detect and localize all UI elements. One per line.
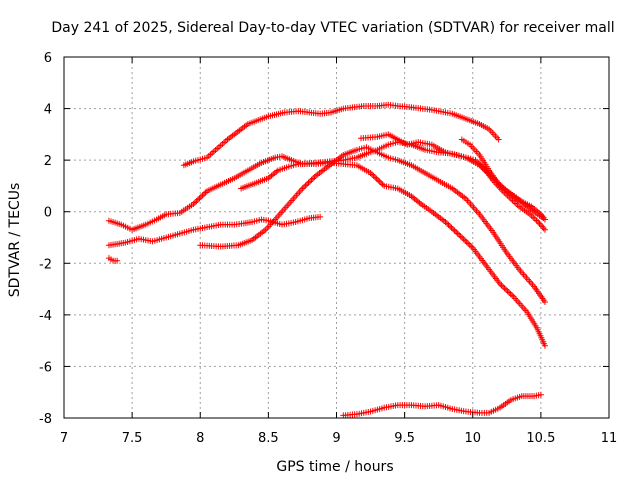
series-track-3 (105, 153, 548, 349)
series-track-7 (458, 136, 548, 223)
y-tick-label: 2 (44, 154, 52, 169)
x-tick-label: 9.5 (394, 431, 415, 446)
x-tick-label: 7.5 (122, 431, 143, 446)
data-point (537, 391, 544, 398)
data-point (541, 226, 548, 233)
series-track-6 (358, 131, 548, 223)
x-axis-label: GPS time / hours (276, 459, 393, 475)
chart-title: Day 241 of 2025, Sidereal Day-to-day VTE… (51, 20, 614, 36)
x-tick-label: 8.5 (258, 431, 279, 446)
x-tick-label: 8 (196, 431, 204, 446)
data-point (114, 257, 121, 264)
data-point (495, 136, 502, 143)
y-axis: -8 -6 -4 -2 0 2 4 6 (39, 51, 609, 427)
x-tick-label: 10 (464, 431, 481, 446)
y-tick-label: 4 (44, 103, 52, 118)
x-tick-label: 7 (60, 431, 68, 446)
y-tick-label: -4 (39, 309, 52, 324)
series-track-1 (180, 101, 502, 169)
data-point (317, 213, 324, 220)
y-tick-label: -2 (39, 257, 52, 272)
y-tick-label: 0 (44, 206, 52, 221)
x-tick-label: 11 (601, 431, 618, 446)
series-track-8 (105, 255, 121, 264)
series-layer (105, 101, 548, 419)
x-axis: 7 7.5 8 8.5 9 9.5 10 10.5 11 (60, 57, 617, 446)
data-point (541, 216, 548, 223)
x-tick-label: 10.5 (526, 431, 555, 446)
x-tick-label: 9 (332, 431, 340, 446)
y-axis-label: SDTVAR / TECUs (7, 183, 23, 298)
data-point (541, 342, 548, 349)
data-point (541, 298, 548, 305)
series-track-5 (197, 144, 548, 305)
y-tick-label: -8 (39, 412, 52, 427)
y-tick-label: 6 (44, 51, 52, 66)
series-track-4 (105, 213, 324, 249)
y-tick-label: -6 (39, 360, 52, 375)
